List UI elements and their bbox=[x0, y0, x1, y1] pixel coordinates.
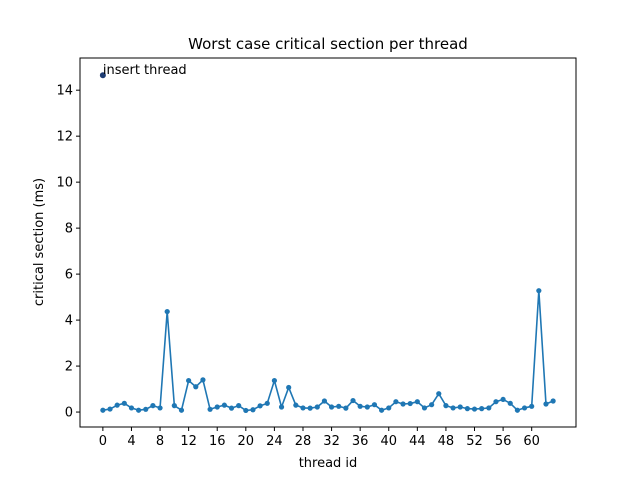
data-point bbox=[250, 407, 256, 413]
x-axis: 0 4 8 12 16 20 24 28 32 36 40 44 48 52 56 60 bbox=[99, 427, 540, 449]
data-point bbox=[214, 404, 220, 410]
data-point bbox=[128, 405, 135, 411]
y-tick-label: 12 bbox=[56, 130, 73, 145]
data-point bbox=[464, 406, 470, 412]
x-tick-label: 16 bbox=[209, 434, 226, 449]
data-point bbox=[257, 403, 263, 409]
y-tick-label: 6 bbox=[65, 268, 73, 283]
data-point bbox=[343, 405, 349, 411]
y-tick-label: 10 bbox=[56, 176, 73, 191]
data-point bbox=[193, 384, 199, 390]
series-layer: insert thread bbox=[99, 63, 556, 414]
data-point bbox=[514, 407, 520, 413]
data-point bbox=[164, 308, 170, 315]
data-point bbox=[186, 377, 192, 384]
data-point bbox=[479, 406, 485, 412]
data-point bbox=[236, 403, 242, 409]
series-line bbox=[102, 289, 554, 412]
data-point bbox=[107, 406, 113, 412]
data-point bbox=[314, 404, 320, 410]
data-point bbox=[350, 397, 356, 404]
y-axis-label: critical section (ms) bbox=[32, 178, 47, 306]
x-tick-label: 32 bbox=[323, 434, 340, 449]
data-point bbox=[200, 377, 206, 383]
data-point bbox=[371, 402, 378, 408]
data-point bbox=[393, 399, 399, 405]
data-point bbox=[500, 396, 506, 403]
data-point bbox=[328, 404, 335, 410]
data-point bbox=[286, 384, 292, 391]
data-point bbox=[336, 403, 342, 409]
y-tick-label: 8 bbox=[65, 222, 73, 237]
data-point bbox=[429, 402, 435, 408]
data-point bbox=[150, 403, 156, 409]
data-point bbox=[550, 398, 556, 404]
data-point bbox=[136, 407, 142, 413]
data-point bbox=[471, 406, 478, 412]
data-point bbox=[278, 404, 285, 410]
data-point bbox=[114, 402, 120, 408]
y-tick-label: 0 bbox=[65, 406, 73, 421]
data-point bbox=[157, 405, 163, 411]
x-tick-label: 12 bbox=[180, 434, 197, 449]
data-point bbox=[178, 407, 185, 413]
y-tick-label: 4 bbox=[65, 314, 73, 329]
data-point bbox=[100, 407, 106, 413]
data-point bbox=[436, 391, 442, 397]
x-tick-label: 20 bbox=[238, 434, 255, 449]
x-tick-label: 52 bbox=[466, 434, 483, 449]
x-tick-label: 4 bbox=[127, 434, 135, 449]
y-tick-label: 2 bbox=[65, 360, 73, 375]
x-tick-label: 0 bbox=[99, 434, 107, 449]
data-point bbox=[379, 407, 385, 413]
data-point bbox=[271, 377, 277, 384]
data-point bbox=[521, 405, 528, 411]
data-point bbox=[264, 400, 270, 406]
data-point bbox=[300, 405, 306, 411]
data-point bbox=[121, 400, 127, 406]
x-tick-label: 60 bbox=[523, 434, 540, 449]
annotation-insert-thread: insert thread bbox=[103, 63, 187, 78]
data-point bbox=[386, 405, 392, 411]
data-point bbox=[293, 402, 299, 408]
x-tick-label: 56 bbox=[495, 434, 512, 449]
data-point bbox=[493, 399, 499, 405]
data-point bbox=[443, 403, 449, 409]
data-point bbox=[221, 402, 227, 408]
data-point bbox=[507, 400, 513, 406]
x-tick-label: 36 bbox=[352, 434, 369, 449]
x-tick-label: 8 bbox=[156, 434, 164, 449]
x-tick-label: 40 bbox=[380, 434, 397, 449]
data-point bbox=[307, 405, 313, 411]
x-tick-label: 44 bbox=[409, 434, 426, 449]
data-point bbox=[228, 405, 235, 411]
data-point bbox=[536, 288, 542, 294]
data-point bbox=[400, 401, 406, 407]
data-point bbox=[421, 405, 428, 411]
data-point bbox=[407, 400, 413, 407]
chart-title: Worst case critical section per thread bbox=[188, 35, 468, 53]
data-point bbox=[414, 399, 420, 405]
plot-frame bbox=[79, 57, 577, 428]
data-point bbox=[543, 401, 549, 407]
x-tick-label: 28 bbox=[295, 434, 312, 449]
data-point bbox=[143, 406, 149, 412]
data-point bbox=[486, 405, 492, 411]
data-point bbox=[529, 403, 535, 409]
data-point bbox=[207, 406, 213, 412]
y-tick-label: 14 bbox=[56, 84, 73, 99]
data-point bbox=[171, 403, 177, 409]
x-tick-label: 24 bbox=[266, 434, 283, 449]
data-point bbox=[321, 398, 328, 404]
data-point bbox=[357, 403, 363, 409]
y-axis: 0 2 4 6 8 10 12 14 bbox=[56, 84, 80, 421]
data-point bbox=[243, 407, 249, 414]
insert-thread-point bbox=[99, 72, 106, 79]
data-point bbox=[364, 404, 370, 410]
data-point bbox=[450, 405, 456, 411]
x-axis-label: thread id bbox=[299, 456, 358, 471]
data-point bbox=[457, 404, 463, 410]
x-tick-label: 48 bbox=[438, 434, 455, 449]
